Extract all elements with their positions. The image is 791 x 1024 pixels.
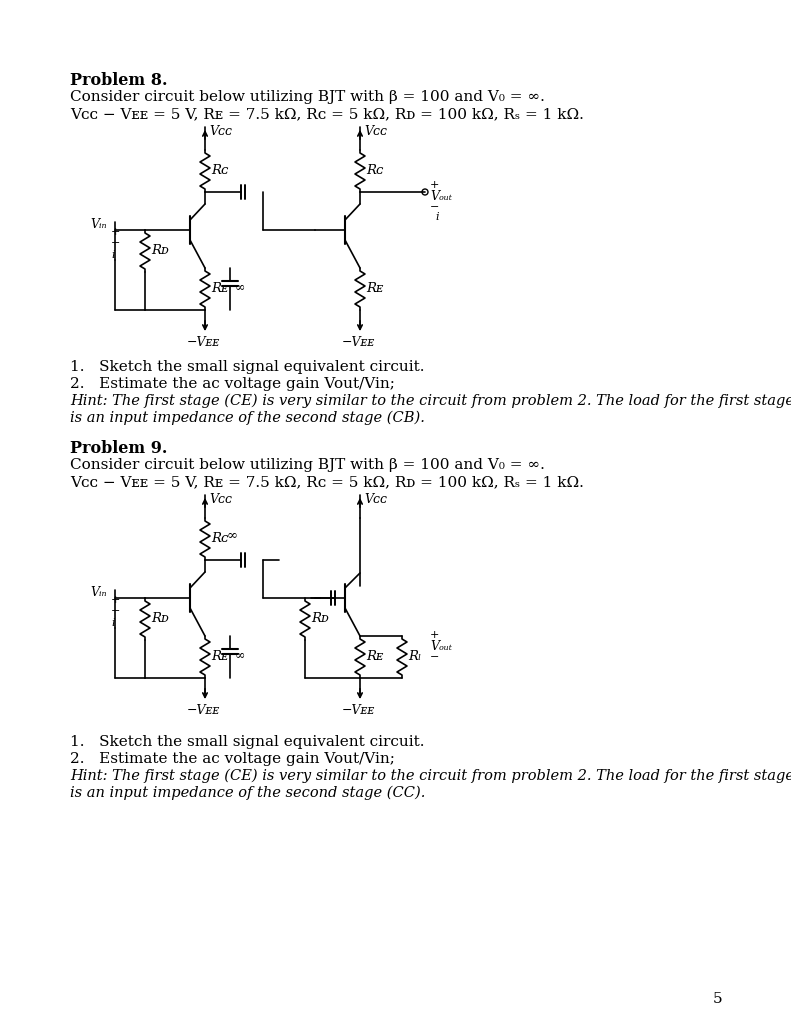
Text: Vᴄᴄ − Vᴇᴇ = 5 V, Rᴇ = 7.5 kΩ, Rᴄ = 5 kΩ, Rᴅ = 100 kΩ, Rₛ = 1 kΩ.: Vᴄᴄ − Vᴇᴇ = 5 V, Rᴇ = 7.5 kΩ, Rᴄ = 5 kΩ,… xyxy=(70,106,584,121)
Text: Rᴄ: Rᴄ xyxy=(211,164,229,177)
Text: Vᴄᴄ: Vᴄᴄ xyxy=(364,125,387,138)
Text: i: i xyxy=(111,618,115,628)
Text: +: + xyxy=(111,595,120,605)
Text: 2.   Estimate the ac voltage gain Vout/Vin;: 2. Estimate the ac voltage gain Vout/Vin… xyxy=(70,752,395,766)
Text: 1.   Sketch the small signal equivalent circuit.: 1. Sketch the small signal equivalent ci… xyxy=(70,735,425,749)
Text: −: − xyxy=(111,238,120,248)
Text: Problem 9.: Problem 9. xyxy=(70,440,168,457)
Text: is an input impedance of the second stage (CB).: is an input impedance of the second stag… xyxy=(70,411,425,425)
Text: Rᴇ: Rᴇ xyxy=(211,650,229,663)
Text: Rᴇ: Rᴇ xyxy=(366,282,384,295)
Text: −Vᴇᴇ: −Vᴇᴇ xyxy=(342,705,375,717)
Text: Rᴄ: Rᴄ xyxy=(366,164,384,177)
Text: −: − xyxy=(111,606,120,616)
Text: Rₗ: Rₗ xyxy=(408,650,422,663)
Text: Vᴄᴄ − Vᴇᴇ = 5 V, Rᴇ = 7.5 kΩ, Rᴄ = 5 kΩ, Rᴅ = 100 kΩ, Rₛ = 1 kΩ.: Vᴄᴄ − Vᴇᴇ = 5 V, Rᴇ = 7.5 kΩ, Rᴄ = 5 kΩ,… xyxy=(70,475,584,489)
Text: Hint: The first stage (CE) is very similar to the circuit from problem 2. The lo: Hint: The first stage (CE) is very simil… xyxy=(70,769,791,783)
Text: ∞: ∞ xyxy=(235,280,245,293)
Text: Vᵢₙ: Vᵢₙ xyxy=(90,218,107,231)
Text: Problem 8.: Problem 8. xyxy=(70,72,168,89)
Text: +: + xyxy=(430,630,439,640)
Text: Rᴅ: Rᴅ xyxy=(151,244,168,257)
Text: Rᴇ: Rᴇ xyxy=(211,282,229,295)
Text: Vᴄᴄ: Vᴄᴄ xyxy=(209,493,232,506)
Text: Vᴄᴄ: Vᴄᴄ xyxy=(364,493,387,506)
Text: Vₒᵤₜ: Vₒᵤₜ xyxy=(430,640,452,653)
Text: 5: 5 xyxy=(713,992,723,1006)
Text: ∞: ∞ xyxy=(235,648,245,662)
Text: is an input impedance of the second stage (CC).: is an input impedance of the second stag… xyxy=(70,786,426,801)
Text: −Vᴇᴇ: −Vᴇᴇ xyxy=(187,336,220,349)
Text: Vₒᵤₜ: Vₒᵤₜ xyxy=(430,190,452,203)
Text: 2.   Estimate the ac voltage gain Vout/Vin;: 2. Estimate the ac voltage gain Vout/Vin… xyxy=(70,377,395,391)
Text: Vᵢₙ: Vᵢₙ xyxy=(90,586,107,599)
Text: Rᴇ: Rᴇ xyxy=(366,650,384,663)
Text: Vᴄᴄ: Vᴄᴄ xyxy=(209,125,232,138)
Text: i: i xyxy=(435,212,438,222)
Text: −Vᴇᴇ: −Vᴇᴇ xyxy=(342,336,375,349)
Text: Rᴅ: Rᴅ xyxy=(151,612,168,625)
Text: i: i xyxy=(111,250,115,260)
Text: ∞: ∞ xyxy=(227,528,238,541)
Text: Rᴅ: Rᴅ xyxy=(311,612,329,625)
Text: −: − xyxy=(430,202,439,212)
Text: Hint: The first stage (CE) is very similar to the circuit from problem 2. The lo: Hint: The first stage (CE) is very simil… xyxy=(70,394,791,409)
Text: 1.   Sketch the small signal equivalent circuit.: 1. Sketch the small signal equivalent ci… xyxy=(70,360,425,374)
Text: Consider circuit below utilizing BJT with β = 100 and V₀ = ∞.: Consider circuit below utilizing BJT wit… xyxy=(70,458,545,472)
Text: Rᴄ: Rᴄ xyxy=(211,532,229,545)
Text: +: + xyxy=(111,227,120,237)
Text: +: + xyxy=(430,180,439,190)
Text: −: − xyxy=(430,652,439,662)
Text: Consider circuit below utilizing BJT with β = 100 and V₀ = ∞.: Consider circuit below utilizing BJT wit… xyxy=(70,90,545,104)
Text: −Vᴇᴇ: −Vᴇᴇ xyxy=(187,705,220,717)
